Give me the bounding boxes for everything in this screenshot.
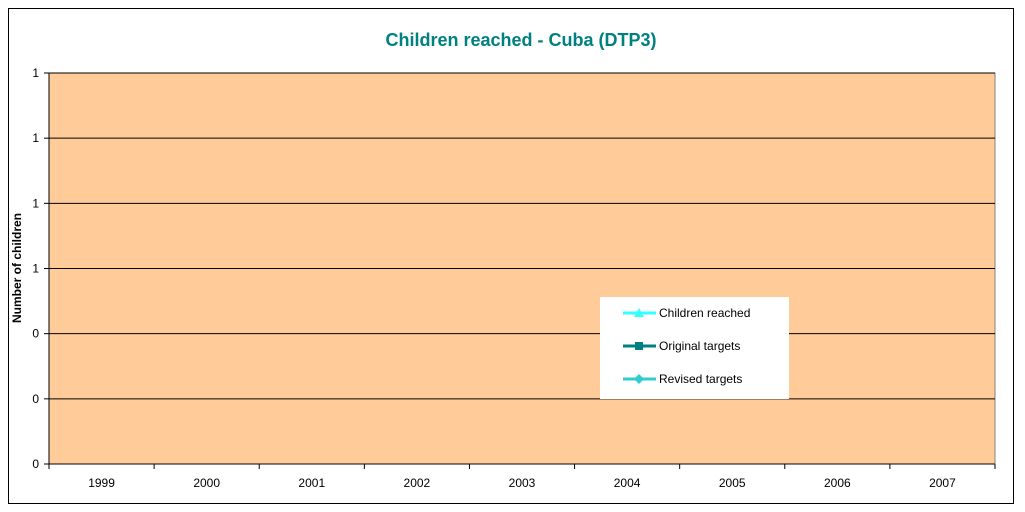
y-axis-title: Number of children bbox=[10, 213, 24, 323]
chart-title: Children reached - Cuba (DTP3) bbox=[385, 30, 656, 50]
y-tick-label: 1 bbox=[32, 262, 39, 276]
legend-item: Original targets bbox=[623, 339, 740, 353]
legend-label: Children reached bbox=[659, 306, 750, 320]
x-tick-label: 1999 bbox=[88, 476, 115, 490]
x-tick-label: 2007 bbox=[929, 476, 956, 490]
x-tick-label: 2005 bbox=[719, 476, 746, 490]
y-tick-label: 0 bbox=[32, 392, 39, 406]
legend-label: Original targets bbox=[659, 339, 740, 353]
legend-item: Children reached bbox=[623, 306, 750, 320]
x-tick-label: 2006 bbox=[824, 476, 851, 490]
x-tick-label: 2001 bbox=[298, 476, 325, 490]
legend-marker bbox=[634, 308, 644, 317]
x-axis-ticks: 1999 2000 2001 2002 2003 2004 2005 2006 2007 bbox=[48, 464, 996, 490]
y-axis-ticks: 0 0 0 1 1 1 1 bbox=[32, 66, 49, 471]
y-tick-label: 1 bbox=[32, 131, 39, 145]
x-tick-label: 2003 bbox=[509, 476, 536, 490]
y-tick-label: 1 bbox=[32, 196, 39, 210]
legend: Children reached Original targets Revised … bbox=[600, 297, 789, 399]
x-tick-label: 2004 bbox=[614, 476, 641, 490]
y-tick-label: 0 bbox=[32, 327, 39, 341]
gridlines bbox=[49, 72, 995, 400]
y-tick-label: 0 bbox=[32, 457, 39, 471]
legend-label: Revised targets bbox=[659, 372, 742, 386]
x-tick-label: 2000 bbox=[193, 476, 220, 490]
x-tick-label: 2002 bbox=[404, 476, 431, 490]
y-tick-label: 1 bbox=[32, 66, 39, 80]
legend-item: Revised targets bbox=[623, 372, 742, 386]
legend-marker bbox=[634, 374, 644, 384]
legend-marker bbox=[635, 342, 643, 350]
